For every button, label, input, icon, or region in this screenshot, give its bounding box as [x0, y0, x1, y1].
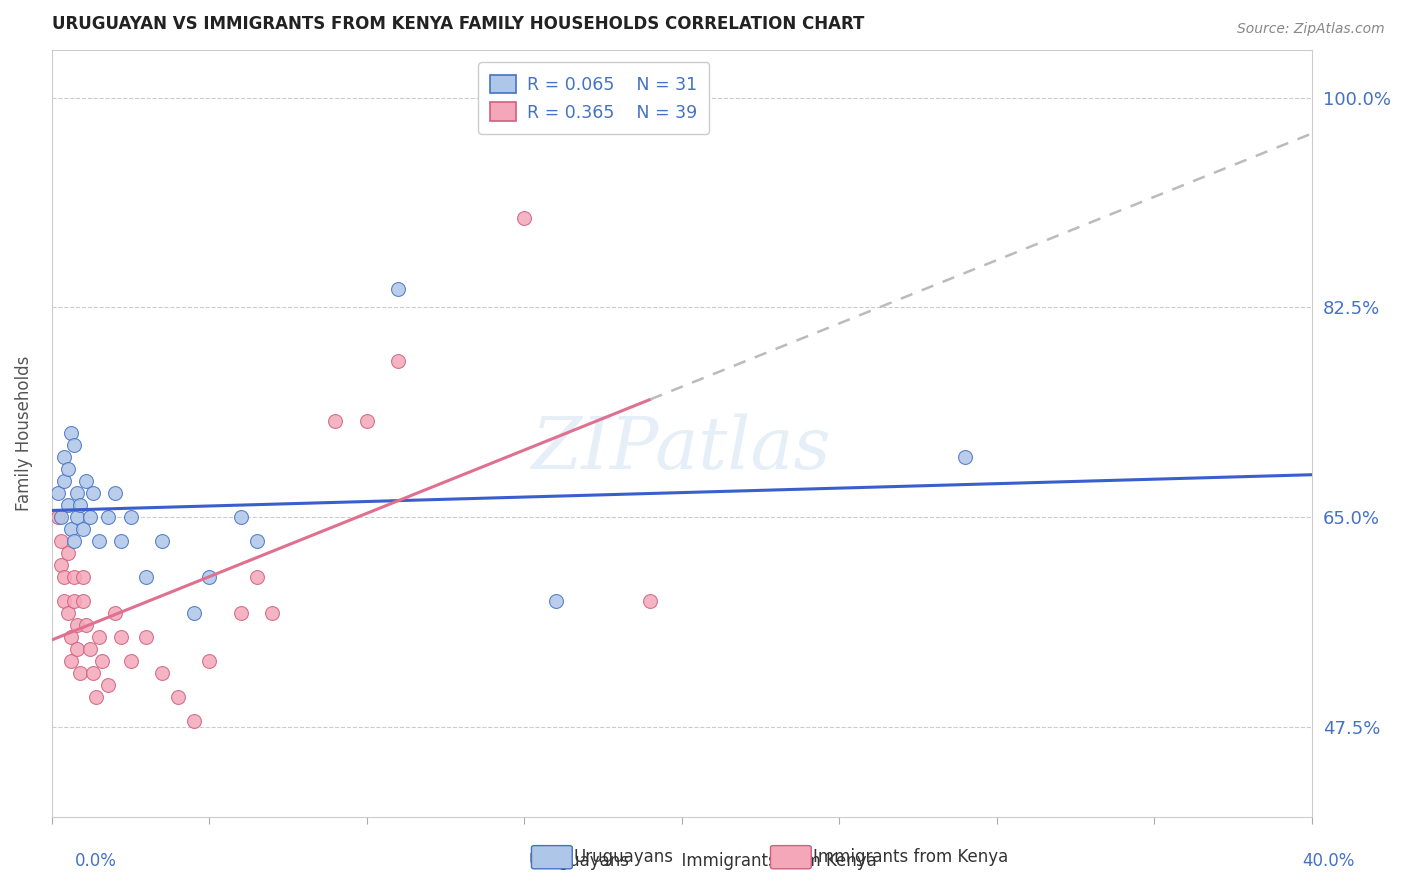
Point	[62, 438, 84, 452]
Point	[82, 486, 104, 500]
Point	[955, 450, 977, 464]
Point	[262, 606, 284, 620]
Point	[110, 534, 132, 549]
Point	[245, 570, 267, 584]
Point	[56, 498, 79, 512]
Point	[56, 546, 79, 560]
Point	[97, 678, 120, 692]
Point	[513, 211, 536, 225]
Point	[198, 654, 221, 668]
Point	[87, 630, 110, 644]
Point	[66, 641, 89, 656]
Point	[84, 690, 107, 704]
Text: Immigrants from Kenya: Immigrants from Kenya	[813, 848, 1008, 866]
Point	[104, 486, 127, 500]
Point	[51, 510, 73, 524]
Point	[544, 594, 567, 608]
Point	[46, 510, 69, 524]
Point	[53, 570, 76, 584]
Point	[198, 570, 221, 584]
Point	[91, 654, 114, 668]
Point	[69, 498, 91, 512]
Point	[66, 510, 89, 524]
Point	[183, 606, 205, 620]
Point	[72, 522, 94, 536]
Point	[79, 510, 101, 524]
Text: ZIPatlas: ZIPatlas	[531, 413, 831, 483]
Point	[51, 534, 73, 549]
Point	[53, 594, 76, 608]
Point	[135, 570, 157, 584]
Point	[66, 486, 89, 500]
Text: Uruguayans          Immigrants from Kenya: Uruguayans Immigrants from Kenya	[529, 852, 877, 870]
Point	[82, 665, 104, 680]
Point	[120, 654, 142, 668]
Point	[79, 641, 101, 656]
Point	[69, 665, 91, 680]
Point	[104, 606, 127, 620]
Point	[53, 450, 76, 464]
Point	[120, 510, 142, 524]
Point	[229, 510, 252, 524]
Point	[87, 534, 110, 549]
Point	[75, 474, 97, 488]
Point	[640, 594, 662, 608]
Point	[150, 534, 173, 549]
Point	[62, 534, 84, 549]
Text: URUGUAYAN VS IMMIGRANTS FROM KENYA FAMILY HOUSEHOLDS CORRELATION CHART: URUGUAYAN VS IMMIGRANTS FROM KENYA FAMIL…	[52, 15, 865, 33]
Point	[97, 510, 120, 524]
Point	[387, 354, 409, 368]
Point	[166, 690, 188, 704]
Point	[59, 630, 82, 644]
Point	[59, 654, 82, 668]
Point	[150, 665, 173, 680]
Point	[66, 618, 89, 632]
Point	[387, 282, 409, 296]
Text: 40.0%: 40.0%	[1302, 852, 1355, 870]
Point	[59, 426, 82, 441]
Point	[56, 606, 79, 620]
Point	[135, 630, 157, 644]
Point	[110, 630, 132, 644]
Point	[46, 486, 69, 500]
Point	[245, 534, 267, 549]
Point	[53, 474, 76, 488]
Text: 0.0%: 0.0%	[75, 852, 117, 870]
Point	[72, 570, 94, 584]
Y-axis label: Family Households: Family Households	[15, 356, 32, 511]
Point	[183, 714, 205, 728]
Point	[51, 558, 73, 572]
Point	[59, 522, 82, 536]
Point	[356, 414, 378, 428]
Point	[62, 594, 84, 608]
Point	[62, 570, 84, 584]
Point	[56, 462, 79, 476]
Point	[72, 594, 94, 608]
Text: Source: ZipAtlas.com: Source: ZipAtlas.com	[1237, 22, 1385, 37]
Point	[323, 414, 346, 428]
Point	[75, 618, 97, 632]
Point	[229, 606, 252, 620]
Legend: R = 0.065    N = 31, R = 0.365    N = 39: R = 0.065 N = 31, R = 0.365 N = 39	[478, 62, 709, 134]
Text: Uruguayans: Uruguayans	[574, 848, 673, 866]
